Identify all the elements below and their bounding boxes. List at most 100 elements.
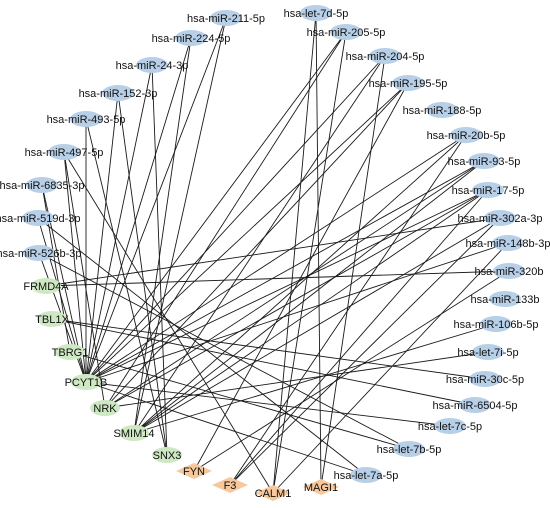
node-shape-fyn <box>176 463 212 479</box>
edge-calm1-m497 <box>63 151 274 494</box>
edge-f3-m302a <box>229 217 501 486</box>
node-shape-m497 <box>48 144 80 160</box>
node-shape-pcyt1b <box>71 374 101 390</box>
node-m204[interactable]: hsa-miR-204-5p <box>346 48 425 64</box>
node-frmd4a[interactable]: FRMD4A <box>23 278 69 294</box>
node-label-frmd4a: FRMD4A <box>23 281 69 293</box>
edge-pcyt1b-m24 <box>85 64 153 383</box>
node-f3[interactable]: F3 <box>212 477 248 493</box>
node-label-m526b: hsa-miR-526b-3p <box>0 248 81 260</box>
edge-pcyt1b-let7c <box>85 381 451 427</box>
node-shape-m152 <box>102 85 134 101</box>
edge-smim14-m106b <box>133 323 497 434</box>
node-m519d[interactable]: hsa-miR-519d-3p <box>0 210 80 226</box>
node-label-nrk: NRK <box>93 403 117 415</box>
node-label-m302a: hsa-miR-302a-3p <box>458 213 543 225</box>
node-shape-m493 <box>70 111 102 127</box>
node-label-m320b: hsa-miR-320b <box>474 266 543 278</box>
node-let7d[interactable]: hsa-let-7d-5p <box>284 5 349 21</box>
edge-f3-m20b <box>229 134 467 486</box>
node-shape-m211 <box>210 10 242 26</box>
node-m148b[interactable]: hsa-miR-148b-3p <box>466 235 550 251</box>
edge-pcyt1b-m224 <box>85 37 192 383</box>
edge-snx3-m152 <box>117 92 168 456</box>
node-tbl1x[interactable]: TBL1X <box>35 311 69 327</box>
node-shape-let7c <box>434 418 466 434</box>
node-label-m493: hsa-miR-493-5p <box>47 114 126 126</box>
node-m106b[interactable]: hsa-miR-106b-5p <box>454 316 539 332</box>
edge-magi1-let7d <box>315 12 322 488</box>
edge-smim14-m93 <box>133 160 485 434</box>
node-label-m519d: hsa-miR-519d-3p <box>0 213 80 225</box>
node-label-fyn: FYN <box>183 466 205 478</box>
node-let7c[interactable]: hsa-let-7c-5p <box>418 418 482 434</box>
node-snx3[interactable]: SNX3 <box>152 447 182 463</box>
node-pcyt1b[interactable]: PCYT1B <box>65 374 108 390</box>
node-shape-m148b <box>492 235 524 251</box>
edge-tbrg1-m6835 <box>41 184 71 353</box>
node-label-f3: F3 <box>224 480 237 492</box>
node-shape-let7i <box>472 344 504 360</box>
node-m133b[interactable]: hsa-miR-133b <box>470 291 540 307</box>
node-m188[interactable]: hsa-miR-188-5p <box>403 102 482 118</box>
node-shape-m519d <box>22 210 54 226</box>
node-label-m24: hsa-miR-24-3p <box>116 60 189 72</box>
node-fyn[interactable]: FYN <box>176 463 212 479</box>
node-label-m133b: hsa-miR-133b <box>470 294 539 306</box>
edge-frmd4a-m320b <box>45 270 510 287</box>
node-shape-m195 <box>392 75 424 91</box>
edge-pcyt1b-m205 <box>85 31 347 383</box>
edge-calm1-m148b <box>272 242 509 494</box>
node-m17[interactable]: hsa-miR-17-5p <box>452 182 525 198</box>
node-calm1[interactable]: CALM1 <box>255 485 292 501</box>
node-label-m106b: hsa-miR-106b-5p <box>454 319 539 331</box>
node-label-calm1: CALM1 <box>255 488 292 500</box>
node-label-m93: hsa-miR-93-5p <box>448 156 521 168</box>
node-m24[interactable]: hsa-miR-24-3p <box>116 57 189 73</box>
edge-nrk-m17 <box>104 189 489 409</box>
node-label-m211: hsa-miR-211-5p <box>187 13 265 25</box>
node-m526b[interactable]: hsa-miR-526b-3p <box>0 245 81 261</box>
node-m195[interactable]: hsa-miR-195-5p <box>369 75 448 91</box>
edge-nrk-m195 <box>104 82 409 409</box>
node-m320b[interactable]: hsa-miR-320b <box>474 263 544 279</box>
node-m493[interactable]: hsa-miR-493-5p <box>47 111 126 127</box>
node-shape-m205 <box>330 24 362 40</box>
node-m30c[interactable]: hsa-miR-30c-5p <box>446 371 524 387</box>
edge-f3-m17 <box>229 189 489 486</box>
node-m152[interactable]: hsa-miR-152-3p <box>79 85 158 101</box>
edge-smim14-m20b <box>133 134 467 434</box>
edge-smim14-m204 <box>133 55 386 434</box>
node-nrk[interactable]: NRK <box>90 400 120 416</box>
edge-pcyt1b-m148b <box>85 242 509 383</box>
node-smim14[interactable]: SMIM14 <box>114 425 155 441</box>
node-shape-calm1 <box>255 485 291 501</box>
node-m224[interactable]: hsa-miR-224-5p <box>152 30 231 46</box>
edge-pcyt1b-m20b <box>85 134 467 383</box>
node-m93[interactable]: hsa-miR-93-5p <box>448 153 521 169</box>
edge-calm1-m205 <box>272 31 347 494</box>
edge-frmd4a-m302a <box>45 217 501 287</box>
node-magi1[interactable]: MAGI1 <box>303 479 339 495</box>
node-let7i[interactable]: hsa-let-7i-5p <box>457 344 519 360</box>
node-label-m148b: hsa-miR-148b-3p <box>466 238 550 250</box>
node-shape-snx3 <box>152 447 182 463</box>
node-let7b[interactable]: hsa-let-7b-5p <box>377 441 442 457</box>
node-m6835[interactable]: hsa-miR-6835-3p <box>0 177 84 193</box>
edge-tbrg1-let7b <box>69 351 410 450</box>
edge-pcyt1b-m204 <box>85 55 386 383</box>
node-label-let7b: hsa-let-7b-5p <box>377 444 442 456</box>
node-tbrg1[interactable]: TBRG1 <box>52 344 89 360</box>
node-label-let7a: hsa-let-7a-5p <box>334 470 399 482</box>
node-let7a[interactable]: hsa-let-7a-5p <box>334 467 399 483</box>
edge-calm1-let7d <box>272 12 317 494</box>
node-m211[interactable]: hsa-miR-211-5p <box>187 10 265 26</box>
node-shape-tbrg1 <box>55 344 85 360</box>
node-m205[interactable]: hsa-miR-205-5p <box>307 24 386 40</box>
node-m302a[interactable]: hsa-miR-302a-3p <box>458 210 543 226</box>
node-m497[interactable]: hsa-miR-497-5p <box>25 144 104 160</box>
node-label-pcyt1b: PCYT1B <box>65 377 108 389</box>
node-m6504[interactable]: hsa-miR-6504-5p <box>433 397 518 413</box>
node-m20b[interactable]: hsa-miR-20b-5p <box>427 127 506 143</box>
node-shape-let7a <box>350 467 382 483</box>
